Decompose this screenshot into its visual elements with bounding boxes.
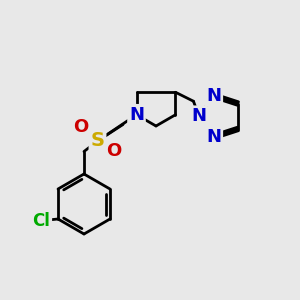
Text: N: N xyxy=(191,107,206,125)
Text: N: N xyxy=(206,87,221,105)
Text: N: N xyxy=(206,128,221,146)
Text: Cl: Cl xyxy=(33,212,50,230)
Text: S: S xyxy=(91,131,104,151)
Text: N: N xyxy=(129,106,144,124)
Text: O: O xyxy=(74,118,88,136)
Text: O: O xyxy=(106,142,122,160)
